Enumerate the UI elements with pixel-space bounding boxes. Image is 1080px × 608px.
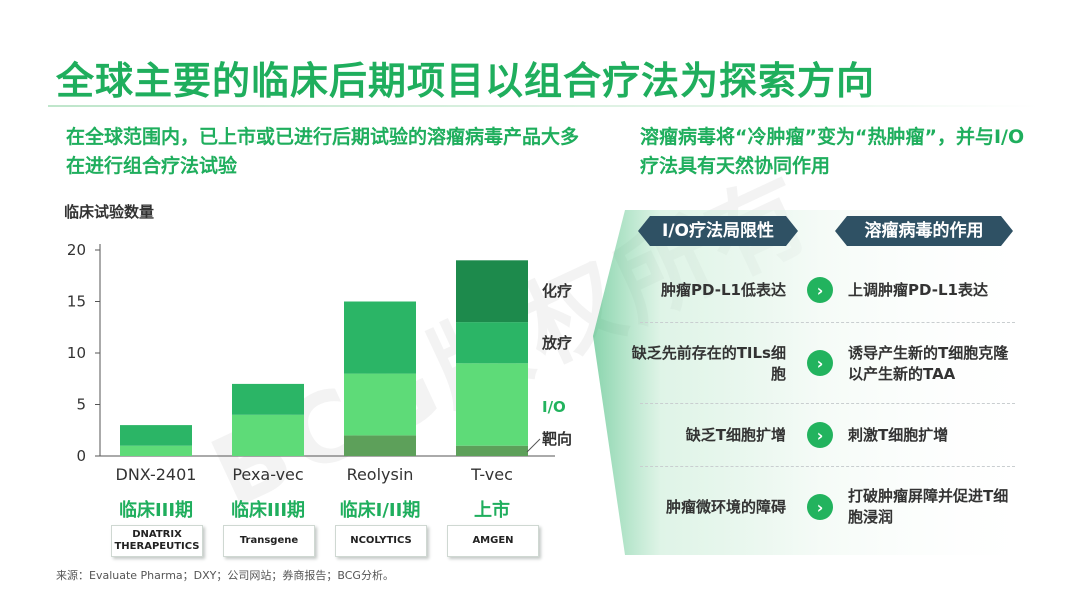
x-category-label: T-vec [470,465,513,484]
bar-segment-reolysin-I/O [344,373,416,436]
bar-segment-t-vec-化疗 [456,260,528,323]
y-axis-label: 临床试验数量 [64,203,155,221]
bar-segment-reolysin-靶向 [344,435,416,456]
company-logo-transgene: Transgene [223,525,315,557]
title-divider [48,105,1038,107]
bar-segment-reolysin-放疗 [344,301,416,374]
role-4: 打破肿瘤屏障并促进T细胞浸润 [848,487,1009,526]
role-3: 刺激T细胞扩增 [848,426,949,444]
phase-label-pexa-vec: 临床III期 [230,500,306,521]
legend-化疗: 化疗 [542,282,572,300]
company-logo-amgen: AMGEN [447,525,539,557]
bar-segment-pexa-vec-放疗 [232,383,304,415]
row-divider [640,322,1015,323]
y-tick-label: 0 [76,447,86,465]
row-divider [640,466,1015,467]
phase-label-t-vec: 上市 [474,500,510,521]
company-name: AMGEN [472,535,514,546]
bar-segment-t-vec-靶向 [456,445,528,456]
bar-segment-t-vec-I/O [456,363,528,446]
limitation-4: 肿瘤微环境的障碍 [665,498,786,516]
bar-segment-dnx-2401-I/O [120,445,192,456]
chevron-right-icon: › [807,350,833,376]
legend-leader-line [526,438,541,453]
x-category-label: Pexa-vec [232,465,303,484]
y-tick-label: 15 [67,293,86,311]
legend-靶向: 靶向 [542,430,572,448]
role-1: 上调肿瘤PD-L1表达 [848,281,988,299]
limitation-3: 缺乏T细胞扩增 [685,426,786,444]
right-subtitle: 溶瘤病毒将“冷肿瘤”变为“热肿瘤”，并与I/O疗法具有天然协同作用 [640,126,1025,177]
limitation-2: 缺乏先前存在的TILs细胞 [631,344,786,383]
chevron-right-icon: › [807,277,833,303]
chevron-right-icon: › [807,494,833,520]
role-2: 诱导产生新的T细胞克隆以产生新的TAA [848,344,1009,383]
bar-segment-t-vec-放疗 [456,322,528,364]
company-name: DNATRIX THERAPEUTICS [114,529,200,552]
phase-label-reolysin: 临床I/II期 [339,500,421,521]
legend-放疗: 放疗 [541,334,572,352]
company-name: Transgene [239,535,299,546]
source-note: 来源：Evaluate Pharma；DXY；公司网站；券商报告；BCG分析。 [56,569,394,582]
connector-panel [593,210,1045,555]
y-tick-label: 10 [67,344,86,362]
y-tick-label: 20 [67,241,86,259]
x-category-label: Reolysin [347,465,414,484]
row-divider [640,403,1015,404]
chevron-right-icon: › [807,422,833,448]
bar-segment-dnx-2401-放疗 [120,425,192,446]
company-logo-oncolytics: NCOLYTICS [335,525,427,557]
header-virus-role: 溶瘤病毒的作用 [835,216,1013,246]
y-tick-label: 5 [76,396,86,414]
company-logo-dnatrix: DNATRIX THERAPEUTICS [111,525,203,557]
header-io-limitations: I/O疗法局限性 [638,216,798,246]
left-subtitle: 在全球范围内，已上市或已进行后期试验的溶瘤病毒产品大多在进行组合疗法试验 [66,126,580,177]
x-category-label: DNX-2401 [116,465,197,484]
page-title: 全球主要的临床后期项目以组合疗法为探索方向 [56,59,876,103]
limitation-1: 肿瘤PD-L1低表达 [661,281,786,299]
company-name: NCOLYTICS [350,535,412,546]
legend-I/O: I/O [542,398,566,416]
phase-label-dnx-2401: 临床III期 [118,500,194,521]
bar-segment-pexa-vec-I/O [232,414,304,456]
